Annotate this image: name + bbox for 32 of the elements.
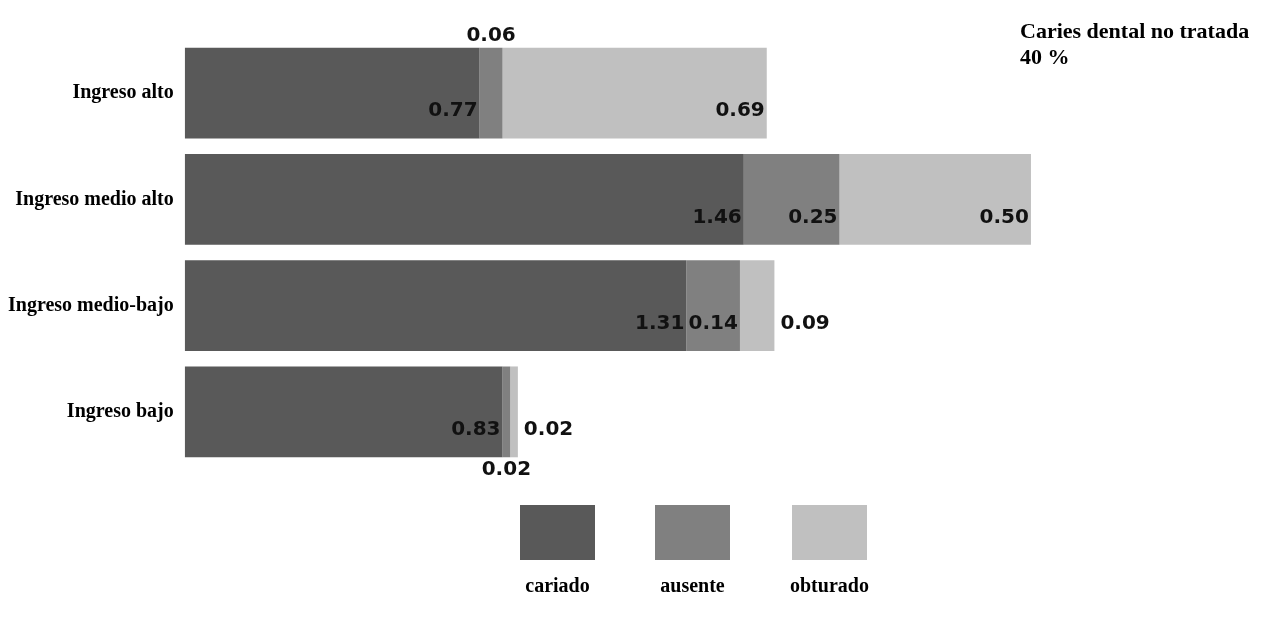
bar: [739, 260, 775, 352]
data-label: 0.50: [979, 203, 1029, 228]
data-label: 0.02: [481, 455, 532, 480]
bar: [510, 366, 518, 458]
bar: [184, 47, 480, 139]
bar: [479, 47, 503, 139]
data-label: 1.46: [692, 203, 742, 228]
data-label: 0.06: [466, 21, 516, 46]
data-label: 0.25: [788, 203, 838, 228]
data-label: 0.14: [688, 310, 738, 334]
text: obturado: [790, 574, 869, 597]
y-tick-label: Ingreso medio alto: [15, 186, 174, 210]
data-label: 0.02: [523, 416, 574, 441]
text: cariado: [525, 574, 590, 597]
bar: [502, 47, 767, 139]
bar: [184, 366, 503, 458]
y-tick-label: Ingreso alto: [72, 80, 174, 104]
data-label: 1.31: [634, 310, 685, 334]
text: ausente: [660, 574, 725, 597]
bar: [184, 153, 744, 245]
bar: [743, 153, 840, 245]
y-tick-label: Ingreso medio-bajo: [7, 292, 174, 316]
bar: [502, 366, 511, 458]
y-tick-label: Ingreso bajo: [66, 399, 174, 423]
data-label: 0.83: [451, 416, 501, 441]
data-label: 0.09: [780, 310, 830, 334]
data-label: 0.69: [715, 97, 765, 122]
bar: [184, 260, 687, 352]
data-label: 0.77: [428, 97, 478, 122]
annotation: Caries dental no tratada 40 %: [1020, 18, 1250, 71]
bar: [839, 153, 1031, 245]
bar: [686, 260, 740, 352]
